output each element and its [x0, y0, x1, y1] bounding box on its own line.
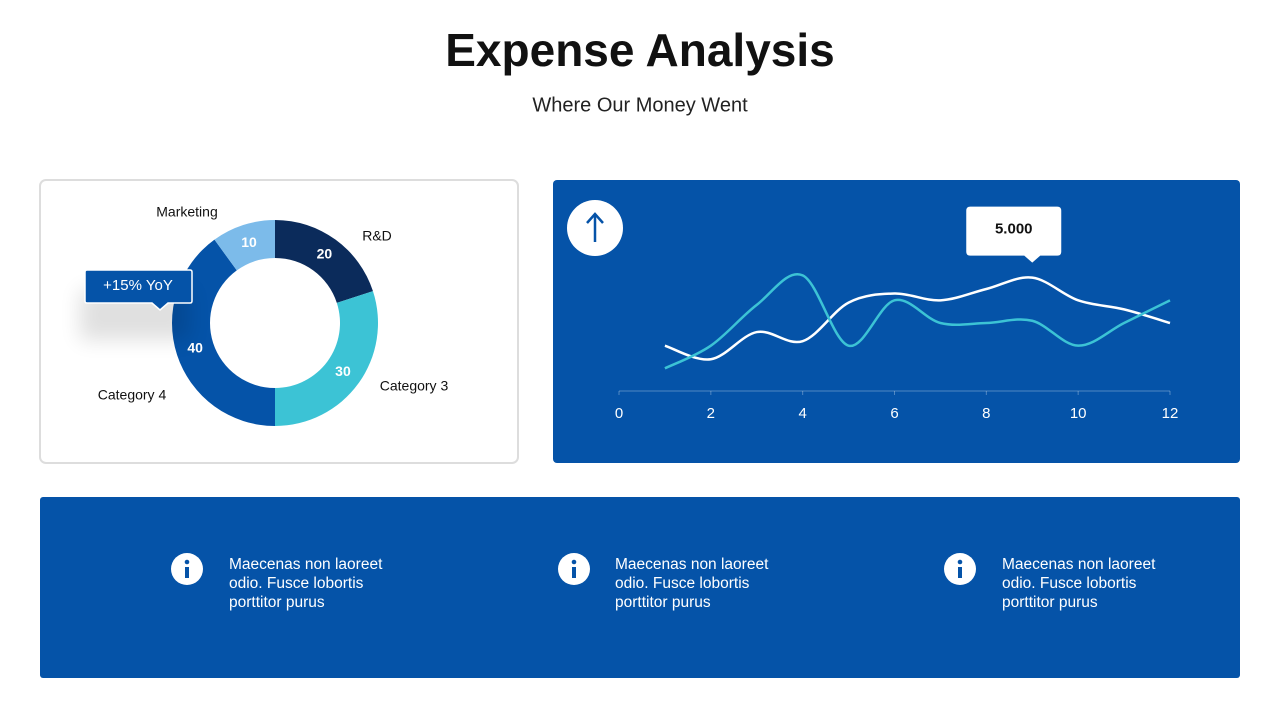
donut-slice — [171, 239, 275, 426]
subtitle: Where Our Money Went — [532, 94, 748, 116]
slice-category-label: Category 4 — [98, 387, 167, 403]
tooltip-label: 5.000 — [995, 221, 1033, 238]
callout-box — [84, 269, 193, 311]
x-tick-label: 2 — [707, 405, 715, 422]
arrow-icon — [567, 200, 623, 256]
tooltip-box — [966, 206, 1062, 263]
x-tick-label: 0 — [615, 405, 623, 422]
info-icons — [171, 553, 976, 585]
x-tick-label: 4 — [798, 405, 806, 422]
slice-category-label: R&D — [362, 228, 392, 244]
slice-value-label: 20 — [317, 246, 333, 262]
x-tick-label: 10 — [1070, 405, 1087, 422]
info-band — [40, 497, 1240, 678]
donut-slice — [214, 220, 275, 271]
slice-value-label: 10 — [241, 234, 257, 250]
donut-card — [39, 179, 519, 464]
slice-category-label: Category 3 — [380, 378, 449, 394]
info-text: Maecenas non laoreet odio. Fusce loborti… — [615, 556, 769, 611]
line-series — [664, 272, 1171, 370]
line-card — [553, 180, 1240, 463]
slice-value-label: 40 — [187, 340, 203, 356]
x-tick-label: 12 — [1162, 405, 1179, 422]
slice-value-label: 30 — [335, 363, 351, 379]
info-text: Maecenas non laoreet odio. Fusce loborti… — [229, 556, 383, 611]
x-tick-label: 6 — [890, 405, 898, 422]
x-tick-label: 8 — [982, 405, 990, 422]
slice-category-label: Marketing — [156, 204, 217, 220]
title: Expense Analysis — [445, 24, 835, 76]
donut-slice — [275, 220, 373, 303]
info-text: Maecenas non laoreet odio. Fusce loborti… — [1002, 556, 1156, 611]
line-series — [664, 276, 1171, 361]
donut-slice — [275, 291, 379, 426]
callout-label: +15% YoY — [103, 277, 173, 294]
